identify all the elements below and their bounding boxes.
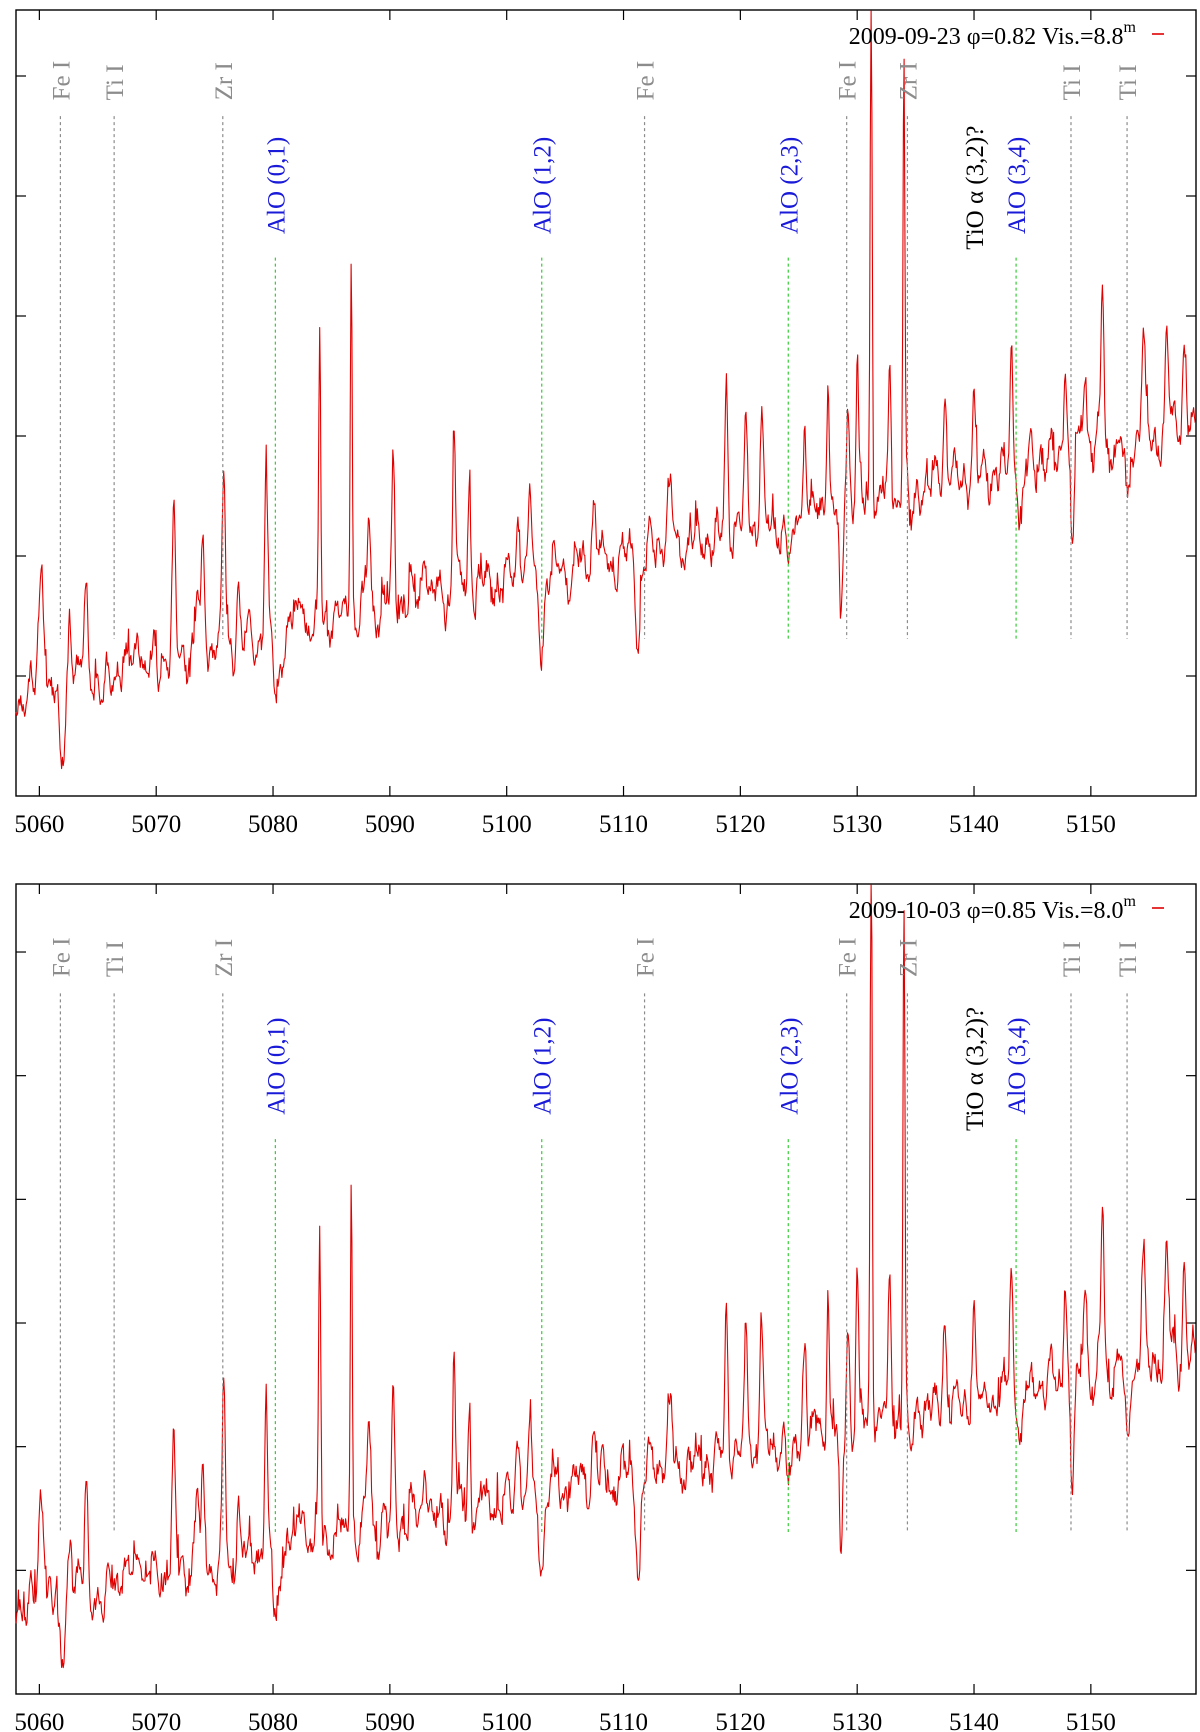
bottom-xtick-label: 5100 <box>482 1709 532 1732</box>
top-marker-label: AlO (2,3) <box>776 137 803 234</box>
bottom-plot-frame <box>15 883 1197 1695</box>
bottom-marker-label: Fe I <box>48 938 75 978</box>
top-spectrum-series <box>15 10 1197 770</box>
top-marker-label: AlO (3,4) <box>1004 137 1031 234</box>
top-marker-label: Fe I <box>48 61 75 101</box>
bottom-xtick-label: 5150 <box>1066 1709 1116 1732</box>
bottom-marker-label: Zr I <box>211 939 238 977</box>
top-legend-label: 2009-09-23 φ=0.82 Vis.=8.8m <box>849 19 1137 50</box>
top-xtick-label: 5060 <box>14 811 64 838</box>
bottom-marker-label: Zr I <box>895 939 922 977</box>
bottom-xtick-label: 5080 <box>248 1709 298 1732</box>
top-marker-label: Zr I <box>211 62 238 100</box>
bottom-xtick-label: 5090 <box>365 1709 415 1732</box>
bottom-spectrum-series <box>15 884 1197 1669</box>
top-marker-label: TiO α (3,2)? <box>962 126 989 250</box>
top-legend: 2009-09-23 φ=0.82 Vis.=8.8m <box>849 19 1164 50</box>
top-xtick-label: 5100 <box>482 811 532 838</box>
top-xtick-label: 5110 <box>599 811 648 838</box>
bottom-marker-label: TiO α (3,2)? <box>962 1007 989 1131</box>
top-xtick-label: 5070 <box>131 811 181 838</box>
bottom-marker-label: Fe I <box>633 938 660 978</box>
top-marker-label: Ti I <box>102 64 129 100</box>
bottom-marker-label: AlO (1,2) <box>530 1018 557 1115</box>
bottom-legend: 2009-10-03 φ=0.85 Vis.=8.0m <box>849 893 1164 924</box>
spectrum-panel-bottom: 5060 5070 5080 5090 5100 5110 5120 5130 5140 5150… <box>14 883 1197 1732</box>
top-marker-label: Ti I <box>1059 64 1086 100</box>
top-marker-label: Zr I <box>895 62 922 100</box>
top-xtick-label: 5140 <box>949 811 999 838</box>
bottom-marker-label: AlO (0,1) <box>263 1018 290 1115</box>
bottom-marker-label: AlO (2,3) <box>776 1018 803 1115</box>
top-xtick-label: 5080 <box>248 811 298 838</box>
top-legend-superscript: m <box>1124 19 1137 36</box>
top-marker-label: AlO (1,2) <box>530 137 557 234</box>
bottom-marker-label: Fe I <box>835 938 862 978</box>
top-xtick-label: 5130 <box>832 811 882 838</box>
top-xtick-label: 5090 <box>365 811 415 838</box>
top-marker-label: AlO (0,1) <box>263 137 290 234</box>
bottom-marker-label: Ti I <box>1059 941 1086 977</box>
spectrum-panel-top: 5060 5070 5080 5090 5100 5110 5120 5130 5140 5150… <box>14 9 1197 838</box>
top-plot-frame <box>15 9 1197 797</box>
bottom-xtick-label: 5130 <box>832 1709 882 1732</box>
bottom-marker-label: AlO (3,4) <box>1004 1018 1031 1115</box>
bottom-legend-label: 2009-10-03 φ=0.85 Vis.=8.0m <box>849 893 1137 924</box>
top-marker-label: Fe I <box>633 61 660 101</box>
top-marker-label: Ti I <box>1115 64 1142 100</box>
top-marker-label: Fe I <box>835 61 862 101</box>
bottom-xtick-label: 5140 <box>949 1709 999 1732</box>
bottom-legend-superscript: m <box>1124 893 1137 910</box>
bottom-xtick-label: 5070 <box>131 1709 181 1732</box>
bottom-xtick-label: 5060 <box>14 1709 64 1732</box>
top-xtick-label: 5150 <box>1066 811 1116 838</box>
bottom-xtick-label: 5120 <box>715 1709 765 1732</box>
bottom-xtick-label: 5110 <box>599 1709 648 1732</box>
top-xtick-label: 5120 <box>715 811 765 838</box>
bottom-marker-label: Ti I <box>1115 941 1142 977</box>
bottom-marker-label: Ti I <box>102 941 129 977</box>
